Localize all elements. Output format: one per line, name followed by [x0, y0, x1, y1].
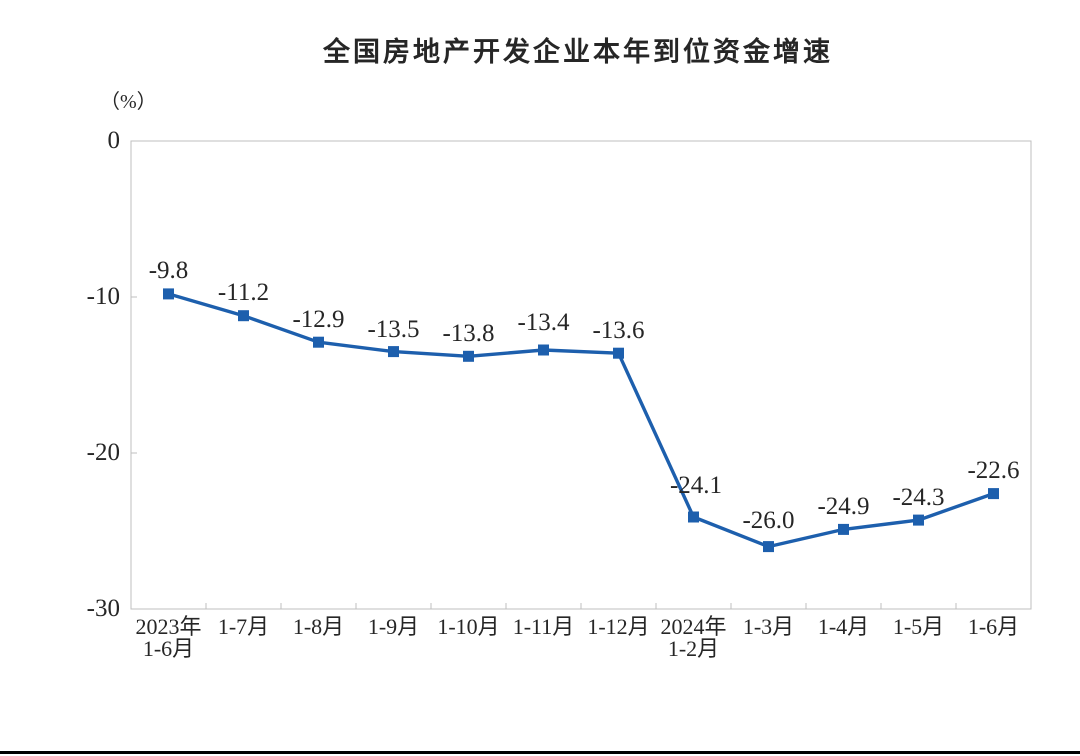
svg-text:-13.8: -13.8 [442, 320, 494, 347]
svg-text:1-7月: 1-7月 [218, 614, 269, 639]
svg-text:-10: -10 [87, 283, 120, 310]
svg-text:-9.8: -9.8 [149, 257, 189, 284]
svg-text:-26.0: -26.0 [742, 507, 794, 534]
svg-text:-13.4: -13.4 [517, 309, 570, 336]
svg-text:-24.3: -24.3 [892, 484, 944, 511]
svg-text:1-9月: 1-9月 [368, 614, 419, 639]
svg-text:-20: -20 [87, 439, 120, 466]
svg-text:1-12月: 1-12月 [587, 614, 649, 639]
svg-text:1-2月: 1-2月 [668, 636, 719, 661]
svg-text:1-11月: 1-11月 [513, 614, 575, 639]
svg-text:-12.9: -12.9 [292, 306, 344, 333]
svg-text:-11.2: -11.2 [218, 279, 269, 306]
svg-text:-24.9: -24.9 [817, 493, 869, 520]
svg-text:-22.6: -22.6 [967, 457, 1019, 484]
svg-text:1-6月: 1-6月 [143, 636, 194, 661]
svg-text:1-6月: 1-6月 [968, 614, 1019, 639]
svg-text:-13.6: -13.6 [592, 317, 644, 344]
svg-text:1-4月: 1-4月 [818, 614, 869, 639]
svg-text:1-3月: 1-3月 [743, 614, 794, 639]
svg-text:1-5月: 1-5月 [893, 614, 944, 639]
svg-text:0: 0 [108, 127, 121, 154]
svg-text:1-8月: 1-8月 [293, 614, 344, 639]
svg-text:-30: -30 [87, 595, 120, 622]
svg-text:1-10月: 1-10月 [437, 614, 499, 639]
svg-text:-24.1: -24.1 [670, 472, 722, 499]
svg-text:-13.5: -13.5 [367, 316, 419, 343]
